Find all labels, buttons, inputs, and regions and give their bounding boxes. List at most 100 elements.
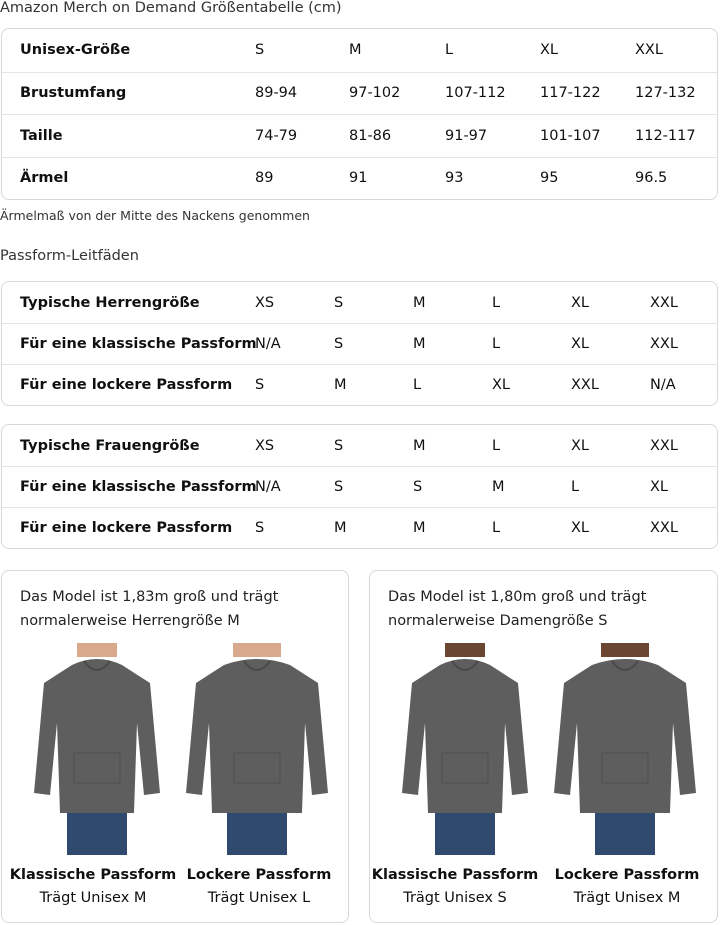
- table-cell: M: [413, 336, 426, 352]
- table-cell: N/A: [255, 336, 281, 352]
- table-row: Unisex-Größe S M L XL XXL: [2, 29, 717, 72]
- table-cell: M: [413, 520, 426, 536]
- table-cell: L: [413, 377, 422, 393]
- table-cell: 101-107: [540, 127, 601, 144]
- fit-wears: Trägt Unisex S: [403, 890, 507, 906]
- fit-name: Lockere Passform: [186, 867, 332, 883]
- table-cell: L: [571, 479, 580, 495]
- row-label: Für eine lockere Passform: [20, 377, 233, 393]
- table-cell: S: [334, 437, 344, 454]
- fit-wears: Trägt Unisex M: [573, 890, 681, 906]
- table-cell: 97-102: [349, 85, 401, 102]
- table-cell: L: [492, 294, 501, 311]
- men-fit-table: Typische Herrengröße XS S M L XL XXL Für eine k…: [1, 281, 718, 406]
- table-cell: XL: [571, 520, 590, 536]
- table-cell: S: [255, 377, 265, 393]
- table-row: Für eine lockere Passform S M L XL XXL N/A: [2, 364, 717, 405]
- size-chart-table: Unisex-Größe S M L XL XXL Brustumfang 89-94 97-1…: [1, 28, 718, 200]
- table-cell: 95: [540, 170, 559, 187]
- fit-wears: Trägt Unisex M: [39, 890, 147, 906]
- table-row: Für eine klassische Passform N/A S S M L XL: [2, 466, 717, 507]
- model-classic-fit-image: [402, 643, 528, 855]
- table-cell: 89-94: [255, 85, 298, 102]
- table-cell: L: [492, 520, 501, 536]
- table-cell: N/A: [650, 377, 676, 393]
- fit-wears: Trägt Unisex L: [207, 890, 311, 906]
- fit-guides-title: Passform-Leitfäden: [0, 248, 139, 264]
- table-cell: XL: [571, 437, 590, 454]
- row-label: Typische Frauengröße: [20, 437, 200, 454]
- fit-name: Klassische Passform: [371, 867, 539, 883]
- table-row: Taille 74-79 81-86 91-97 101-107 112-117: [2, 114, 717, 157]
- table-row: Brustumfang 89-94 97-102 107-112 117-122 127-…: [2, 71, 717, 115]
- table-cell: L: [445, 42, 454, 59]
- size-chart-title: Amazon Merch on Demand Größentabelle (cm…: [0, 0, 342, 16]
- table-cell: 96.5: [635, 170, 668, 187]
- women-fit-table: Typische Frauengröße XS S M L XL XXL Für eine k…: [1, 424, 718, 549]
- table-cell: M: [413, 437, 426, 454]
- model-relaxed-fit-image: [554, 643, 696, 855]
- table-cell: L: [492, 437, 501, 454]
- table-cell: S: [255, 42, 265, 59]
- female-model-card: Das Model ist 1,80m groß und trägt normal…: [369, 570, 718, 923]
- table-cell: XXL: [650, 520, 678, 536]
- table-cell: 81-86: [349, 127, 392, 144]
- table-cell: L: [492, 336, 501, 352]
- table-cell: XL: [571, 294, 590, 311]
- table-cell: 91-97: [445, 127, 488, 144]
- table-cell: S: [334, 479, 344, 495]
- table-cell: M: [334, 520, 347, 536]
- caption-line: Das Model ist 1,83m groß und trägt: [20, 589, 279, 605]
- row-label: Unisex-Größe: [20, 42, 131, 59]
- table-cell: XL: [540, 42, 559, 59]
- male-model-card: Das Model ist 1,83m groß und trägt normal…: [1, 570, 349, 923]
- table-row: Für eine klassische Passform N/A S M L XL XXL: [2, 323, 717, 364]
- row-label: Für eine lockere Passform: [20, 520, 233, 536]
- row-label: Typische Herrengröße: [20, 294, 200, 311]
- table-cell: XXL: [571, 377, 599, 393]
- caption-line: normalerweise Herrengröße M: [20, 613, 240, 629]
- table-cell: 89: [255, 170, 274, 187]
- table-cell: XL: [492, 377, 511, 393]
- table-row: Ärmel 89 91 93 95 96.5: [2, 156, 717, 200]
- table-cell: M: [492, 479, 505, 495]
- table-cell: M: [349, 42, 362, 59]
- table-cell: M: [334, 377, 347, 393]
- row-label: Brustumfang: [20, 85, 127, 102]
- table-cell: 117-122: [540, 85, 601, 102]
- model-classic-fit-image: [34, 643, 160, 855]
- fit-name: Lockere Passform: [554, 867, 700, 883]
- model-relaxed-fit-image: [186, 643, 328, 855]
- caption-line: Das Model ist 1,80m groß und trägt: [388, 589, 647, 605]
- table-cell: XXL: [650, 437, 678, 454]
- table-cell: M: [413, 294, 426, 311]
- table-cell: 127-132: [635, 85, 696, 102]
- row-label: Taille: [20, 127, 63, 144]
- table-row: Typische Herrengröße XS S M L XL XXL: [2, 282, 717, 323]
- table-cell: S: [413, 479, 423, 495]
- row-label: Für eine klassische Passform: [20, 336, 257, 352]
- table-cell: XXL: [650, 336, 678, 352]
- table-cell: 91: [349, 170, 368, 187]
- table-cell: XL: [650, 479, 669, 495]
- sleeve-note: Ärmelmaß von der Mitte des Nackens genom…: [0, 208, 310, 223]
- table-cell: 93: [445, 170, 464, 187]
- fit-name: Klassische Passform: [9, 867, 177, 883]
- table-cell: 112-117: [635, 127, 696, 144]
- table-cell: XXL: [635, 42, 663, 59]
- table-cell: XS: [255, 437, 275, 454]
- table-cell: XS: [255, 294, 275, 311]
- row-label: Für eine klassische Passform: [20, 479, 257, 495]
- table-cell: S: [334, 294, 344, 311]
- table-row: Für eine lockere Passform S M M L XL XXL: [2, 507, 717, 548]
- table-row: Typische Frauengröße XS S M L XL XXL: [2, 425, 717, 466]
- table-cell: S: [334, 336, 344, 352]
- table-cell: 107-112: [445, 85, 506, 102]
- table-cell: N/A: [255, 479, 281, 495]
- caption-line: normalerweise Damengröße S: [388, 613, 608, 629]
- table-cell: XXL: [650, 294, 678, 311]
- table-cell: XL: [571, 336, 590, 352]
- row-label: Ärmel: [20, 170, 69, 187]
- table-cell: 74-79: [255, 127, 298, 144]
- table-cell: S: [255, 520, 265, 536]
